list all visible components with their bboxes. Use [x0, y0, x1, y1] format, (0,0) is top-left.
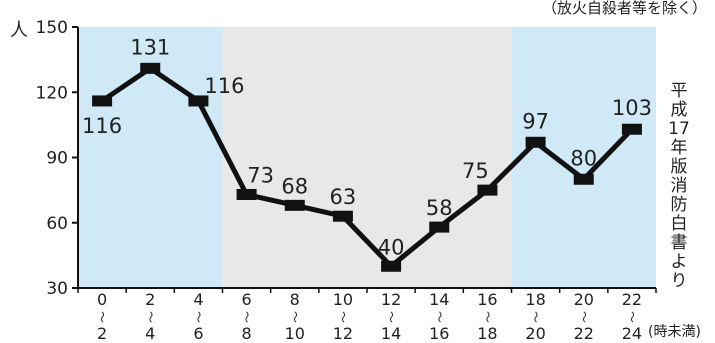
data-point — [381, 260, 402, 272]
x-tick-label-start: 20 — [574, 290, 594, 309]
x-tick-label-end: 20 — [525, 324, 545, 343]
data-point — [525, 136, 546, 148]
x-tick-label-tilde: 〜 — [95, 311, 109, 323]
x-tick-label-tilde: 〜 — [432, 311, 446, 323]
shaded-band-1 — [222, 27, 512, 288]
data-point — [284, 199, 305, 211]
data-label: 103 — [612, 96, 652, 120]
x-tick-label-end: 22 — [574, 324, 594, 343]
y-tick-label: 120 — [36, 83, 68, 103]
data-label: 73 — [247, 163, 274, 187]
data-label: 131 — [130, 35, 170, 59]
x-tick-label-end: 4 — [145, 324, 155, 343]
data-point — [621, 123, 642, 135]
data-markers — [92, 62, 642, 272]
chart-note: （放火自殺者等を除く） — [541, 0, 707, 17]
x-tick-label: 8 〜10 — [285, 290, 305, 343]
x-tick-label-start: 4 — [193, 290, 203, 309]
x-tick-label: 16 〜18 — [477, 290, 497, 343]
x-tick-label: 18 〜20 — [525, 290, 545, 343]
x-tick-label-end: 2 — [97, 324, 107, 343]
data-label: 40 — [378, 235, 405, 259]
data-label: 97 — [522, 109, 549, 133]
y-tick-label: 90 — [46, 149, 68, 169]
y-tick-label: 60 — [46, 214, 68, 234]
x-tick-label-end: 18 — [477, 324, 497, 343]
x-tick-label-tilde: 〜 — [240, 311, 254, 323]
x-tick-label: 12 〜14 — [381, 290, 401, 343]
y-axis-label: 人 — [10, 20, 28, 41]
data-point — [573, 173, 594, 185]
x-tick-label-start: 0 — [97, 290, 107, 309]
x-tick-label-tilde: 〜 — [480, 311, 494, 323]
x-tick-label: 10 〜12 — [333, 290, 353, 343]
data-point — [188, 95, 209, 107]
x-tick-label: 22 〜24 — [622, 290, 642, 343]
x-tick-label-start: 14 — [429, 290, 449, 309]
x-tick-label-end: 24 — [622, 324, 642, 343]
x-tick-label-tilde: 〜 — [288, 311, 302, 323]
x-tick-label: 4 〜6 — [191, 290, 205, 343]
y-ticks: 30 60 90 120 150 — [36, 18, 78, 299]
x-tick-label-start: 18 — [525, 290, 545, 309]
x-tick-label-tilde: 〜 — [529, 311, 543, 323]
x-tick-label-start: 12 — [381, 290, 401, 309]
data-point — [477, 184, 498, 196]
data-label: 63 — [330, 185, 357, 209]
data-label: 58 — [426, 196, 453, 220]
data-point — [236, 188, 257, 200]
x-tick-label: 0 〜2 — [95, 290, 109, 343]
data-label: 116 — [204, 74, 244, 98]
x-tick-label-tilde: 〜 — [577, 311, 591, 323]
data-point — [140, 62, 161, 74]
data-label: 80 — [570, 146, 597, 170]
y-tick-label: 150 — [36, 18, 68, 38]
x-tick-label: 20 〜22 — [574, 290, 594, 343]
x-tick-label-start: 16 — [477, 290, 497, 309]
x-tick-label-end: 10 — [285, 324, 305, 343]
x-tick-label-start: 2 — [145, 290, 155, 309]
x-tick-label-tilde: 〜 — [384, 311, 398, 323]
source-note: 平成17年版消防白書より — [668, 81, 690, 291]
y-tick-label: 30 — [46, 279, 68, 299]
x-tick-label-end: 16 — [429, 324, 449, 343]
data-label: 75 — [462, 159, 489, 183]
x-tick-label-end: 8 — [241, 324, 251, 343]
x-tick-label-tilde: 〜 — [191, 311, 205, 323]
data-point — [429, 221, 450, 233]
data-label: 116 — [82, 114, 122, 138]
x-tick-label-tilde: 〜 — [143, 311, 157, 323]
x-tick-label: 2 〜4 — [143, 290, 157, 343]
x-tick-label-tilde: 〜 — [625, 311, 639, 323]
x-tick-label-tilde: 〜 — [336, 311, 350, 323]
data-point — [92, 95, 113, 107]
x-axis-unit: (時未満) — [648, 324, 701, 340]
x-tick-label-end: 12 — [333, 324, 353, 343]
x-tick-label-start: 22 — [622, 290, 642, 309]
x-tick-label-end: 14 — [381, 324, 401, 343]
x-tick-label-start: 8 — [290, 290, 300, 309]
x-tick-label: 14 〜16 — [429, 290, 449, 343]
x-tick-labels: 0〜22〜44〜66〜88〜1010〜1212〜1414〜1616〜1818〜2… — [77, 288, 657, 343]
x-tick-label-start: 10 — [333, 290, 353, 309]
shaded-bands — [78, 27, 656, 288]
data-labels: 116 131 116 73 68 63 40 58 75 97 80 103 — [82, 35, 652, 259]
data-label: 68 — [281, 174, 308, 198]
x-tick-label-end: 6 — [193, 324, 203, 343]
x-tick-label-start: 6 — [241, 290, 251, 309]
x-tick-label: 6 〜8 — [240, 290, 254, 343]
shaded-band-2 — [511, 27, 656, 288]
data-point — [332, 210, 353, 222]
